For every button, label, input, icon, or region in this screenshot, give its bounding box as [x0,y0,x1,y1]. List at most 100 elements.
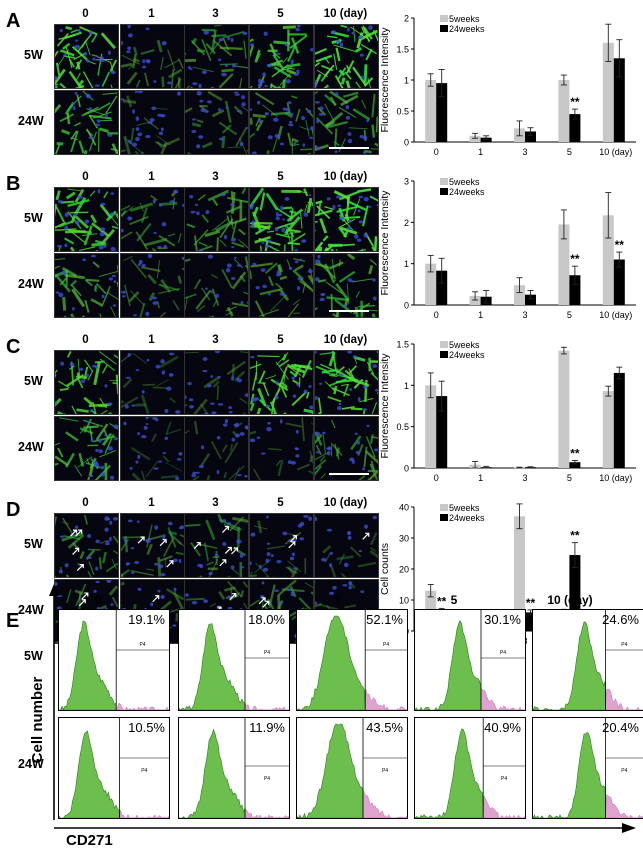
legend-swatch [440,178,448,185]
cd271-negative-fill [179,728,246,818]
bar-chart: Fluorescence Intensity 0 0.5 1 1.5 0 1 3 5 10 (da… [378,334,640,492]
bar-chart: Fluorescence Intensity 0 0.5 1 1.5 2 0 1 3 5 10 (d… [378,8,640,166]
micrograph-tile [314,90,379,155]
y-tick-label: 0.5 [396,107,409,117]
micrograph-tile [314,187,379,252]
bar [525,294,536,305]
error-bar [616,366,623,380]
gate-label: P4 [621,642,627,648]
row-label: 5W [24,537,43,551]
cd271-negative-fill [59,730,120,818]
row-label: 24W [18,440,44,454]
micrograph-tile [184,24,249,89]
x-tick-label: 10 (day) [599,473,632,483]
bar [514,516,525,631]
error-bar [616,39,623,78]
error-bar [516,277,523,294]
y-tick-label: 2 [404,14,409,24]
x-tick-label: 5 [567,473,572,483]
legend-swatch [440,188,448,195]
legend-label: 5weeks [449,177,480,187]
bar [602,42,614,142]
micrograph-tile [249,90,314,155]
y-tick-label: 20 [399,565,409,575]
day-label: 5 [277,334,284,346]
day-label: 10 (day) [547,593,593,607]
error-bar [571,265,578,285]
y-axis-label: Fluorescence Intensity [379,353,391,459]
day-label: 0 [94,593,102,607]
bar [558,350,570,468]
gate-label: P4 [382,768,388,774]
bar [425,385,437,468]
micrograph-tile [249,416,314,481]
row-label: 5W [24,374,43,388]
y-axis-label: Fluorescence Intensity [379,27,391,133]
x-tick-label: 1 [478,310,483,320]
y-tick-label: 1 [404,259,409,269]
micrograph-tile [120,24,185,89]
cd271-positive-fill [362,789,407,818]
cd271-positive-fill [244,807,289,818]
bar [436,270,448,305]
day-label: 3 [212,497,219,509]
bar-chart: Fluorescence Intensity 0 1 2 3 0 1 3 5 10 (day) **… [378,171,640,329]
cd271-positive-fill [115,702,169,710]
x-tick-label: 10 (day) [599,310,632,320]
y-tick-label: 0.5 [396,422,409,432]
error-bar [616,251,623,268]
bar [613,259,625,305]
micrograph-tile [184,187,249,252]
micrograph-tile [120,253,185,318]
bar [569,114,581,142]
error-bar [605,192,612,239]
histogram: P4 52.1% [296,609,408,711]
micrograph-tile [54,90,119,155]
panel-letter: E [6,610,20,632]
y-tick-label: 2 [404,218,409,228]
histogram: P4 18.0% [178,609,290,711]
micrograph-tile [249,513,314,578]
y-axis-label: Cell counts [379,543,391,595]
gate-label: P4 [264,776,270,782]
x-tick-label: 1 [478,147,483,157]
legend-swatch [440,351,448,358]
percent-positive: 20.4% [602,720,639,735]
day-label: 0 [82,497,89,509]
gate-label: P4 [140,642,146,648]
panel-letter: B [6,173,21,195]
legend-label: 24weeks [449,513,485,523]
bar [558,224,570,305]
bar [569,462,581,468]
bar [425,80,437,142]
x-axis-label: CD271 [66,832,113,848]
bar [436,396,448,468]
bar [425,263,437,305]
bar [602,391,614,468]
day-label: 0 [82,8,89,20]
legend-swatch [440,504,448,511]
day-label: 1 [215,593,223,607]
bar [558,80,570,142]
error-bar [427,372,434,399]
day-label: 5 [277,171,284,183]
day-label: 1 [148,171,155,183]
micrograph-tile [249,24,314,89]
legend-swatch [440,514,448,521]
micrograph-tile [54,416,119,481]
x-tick-label: 0 [434,310,439,320]
day-label: 3 [212,171,219,183]
micrograph-tile [184,513,249,578]
day-label: 3 [212,334,219,346]
gate-label: P4 [501,776,507,782]
x-tick-label: 1 [478,473,483,483]
bar [436,83,448,142]
percent-positive: 40.9% [484,720,521,735]
percent-positive: 11.9% [249,720,285,735]
cd271-positive-fill [119,810,169,818]
bar [613,58,625,142]
error-bar [516,120,523,137]
error-bar [427,584,434,598]
row-label: 5W [24,48,43,62]
error-bar [483,290,490,304]
